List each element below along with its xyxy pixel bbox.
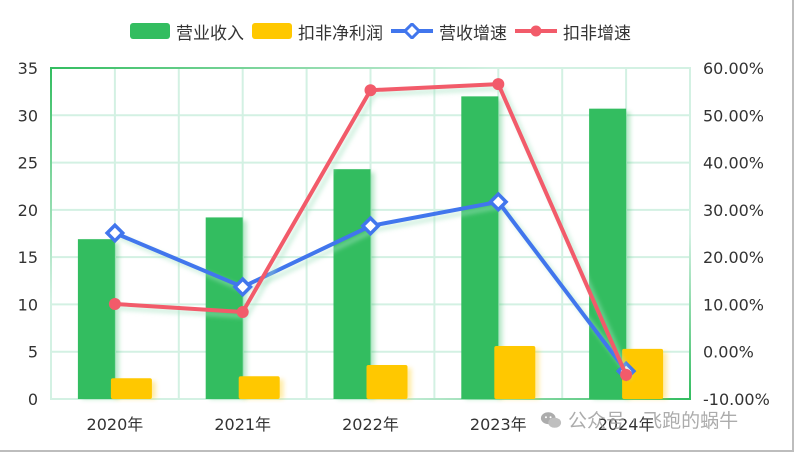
x-axis-label: 2023年: [470, 415, 527, 434]
diamond-marker[interactable]: [104, 222, 126, 244]
y-left-tick: 5: [28, 343, 38, 362]
circle-marker-icon: [515, 25, 557, 37]
legend-item-revenue-growth[interactable]: 营收增速: [391, 19, 507, 44]
legend-swatch-net-profit: [252, 23, 292, 39]
legend-item-profit-growth[interactable]: 扣非增速: [515, 19, 631, 44]
bar-2021年[interactable]: [238, 376, 280, 399]
y-left-tick: 15: [18, 248, 38, 267]
diamond-marker[interactable]: [232, 276, 253, 298]
bar-2022年[interactable]: [333, 169, 371, 399]
y-left-tick: 35: [18, 59, 38, 78]
y-right-tick: 0.00%: [703, 343, 754, 362]
watermark-text: 公众号 · 飞跑的蜗牛: [568, 410, 739, 432]
legend-item-revenue[interactable]: 营业收入: [130, 19, 244, 44]
legend-label: 扣非净利润: [298, 23, 383, 44]
legend-item-net-profit[interactable]: 扣非净利润: [252, 19, 383, 44]
circle-marker[interactable]: [364, 84, 377, 97]
bar-2024年[interactable]: [622, 348, 664, 399]
y-left-tick: 30: [18, 106, 38, 125]
y-right-tick: 20.00%: [703, 248, 764, 267]
diamond-marker[interactable]: [488, 191, 509, 213]
line-series: [104, 78, 637, 382]
y-right-tick: -10.00%: [703, 390, 770, 409]
x-axis-label: 2021年: [214, 415, 271, 434]
y-left-tick: 25: [18, 154, 38, 173]
bar-2022年[interactable]: [366, 364, 408, 399]
circle-marker[interactable]: [236, 305, 249, 318]
legend-label: 营收增速: [439, 23, 507, 44]
diamond-marker-icon: [391, 23, 433, 39]
y-left-tick: 10: [18, 295, 38, 314]
legend-label: 营业收入: [176, 23, 244, 44]
axis-labels: 0 5 10 15 20 25 30 35 -10.00% 0.00% 10.00% 20.00% 30…: [18, 59, 770, 434]
y-right-tick: 10.00%: [703, 295, 764, 314]
bar-2023年[interactable]: [461, 96, 499, 399]
y-right-tick: 50.00%: [703, 106, 764, 125]
bar-2020年[interactable]: [110, 378, 152, 399]
circle-marker[interactable]: [620, 368, 633, 381]
legend-label: 扣非增速: [563, 23, 631, 44]
diamond-marker[interactable]: [360, 215, 381, 237]
chart-legend: 营业收入 扣非净利润 营收增速 扣非增速: [130, 16, 633, 46]
y-right-tick: 40.00%: [703, 154, 764, 173]
y-left-tick: 20: [18, 201, 38, 220]
bar-2020年[interactable]: [77, 239, 115, 399]
x-axis-label: 2022年: [342, 415, 399, 434]
bar-series: [77, 96, 668, 399]
legend-swatch-revenue: [130, 23, 170, 39]
bar-2023年[interactable]: [494, 346, 536, 399]
y-left-tick: 0: [28, 390, 38, 409]
circle-marker[interactable]: [108, 297, 121, 310]
y-right-tick: 30.00%: [703, 201, 764, 220]
watermark: 公众号 · 飞跑的蜗牛: [540, 406, 738, 433]
circle-marker[interactable]: [492, 78, 505, 91]
x-axis-label: 2020年: [87, 415, 144, 434]
x-axis-label: 2024年: [598, 415, 655, 434]
y-right-tick: 60.00%: [703, 59, 764, 78]
wechat-icon: [540, 411, 562, 428]
bar-2024年[interactable]: [589, 108, 627, 399]
